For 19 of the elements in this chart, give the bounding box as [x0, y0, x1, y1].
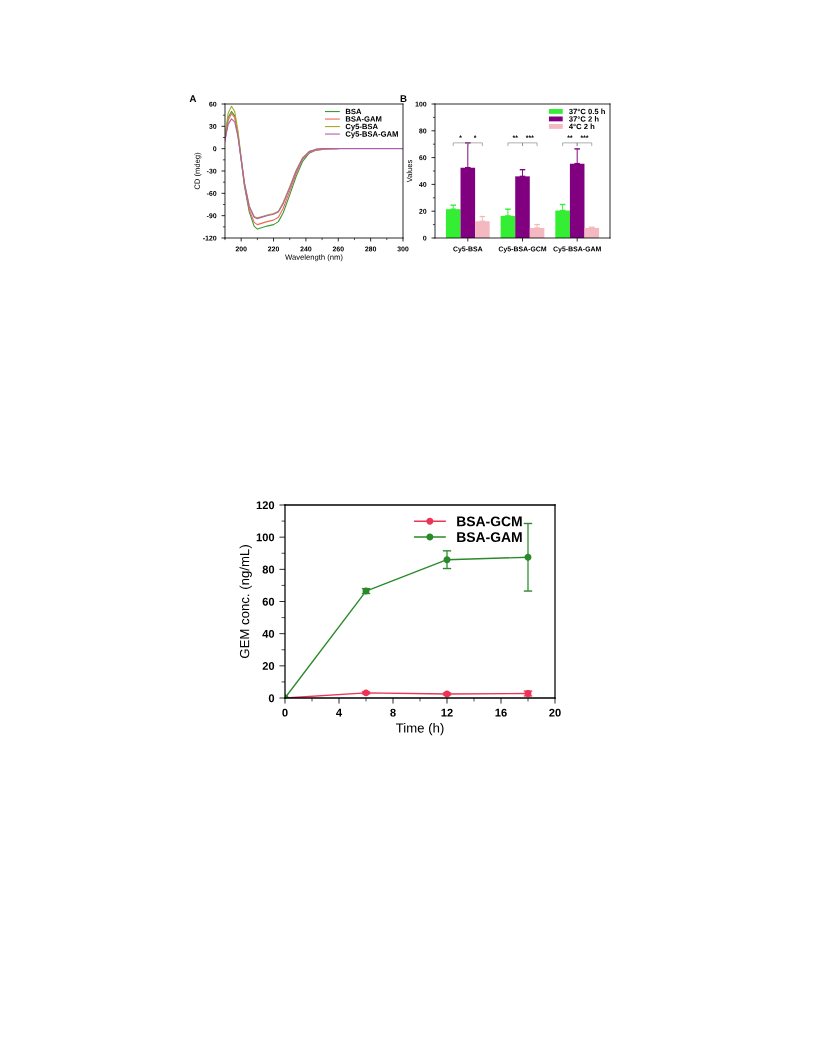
y-tick-label: 120: [256, 501, 275, 510]
y-tick-label: 40: [262, 629, 275, 638]
x-tick-label: 8: [390, 708, 396, 717]
x-tick-label: 4: [336, 708, 343, 717]
x-tick-label: 16: [495, 708, 507, 717]
x-tick-label: 20: [549, 708, 561, 717]
y-tick-label: 60: [262, 597, 275, 606]
y-tick-label: 100: [256, 533, 275, 542]
y-axis-title: GEM conc. (ng/mL): [239, 545, 252, 659]
y-tick-label: 20: [262, 662, 275, 670]
x-axis-title: Time (h): [395, 722, 444, 736]
legend-label: BSA-GAM: [457, 532, 522, 543]
x-tick-label: 0: [282, 708, 288, 717]
legend-label: BSA-GCM: [457, 516, 522, 527]
chart-title: B: [400, 95, 407, 102]
x-tick-label: 12: [441, 708, 453, 717]
y-tick-label: 0: [268, 694, 275, 703]
chart-title: A: [189, 95, 197, 102]
y-tick-label: 80: [262, 565, 275, 574]
